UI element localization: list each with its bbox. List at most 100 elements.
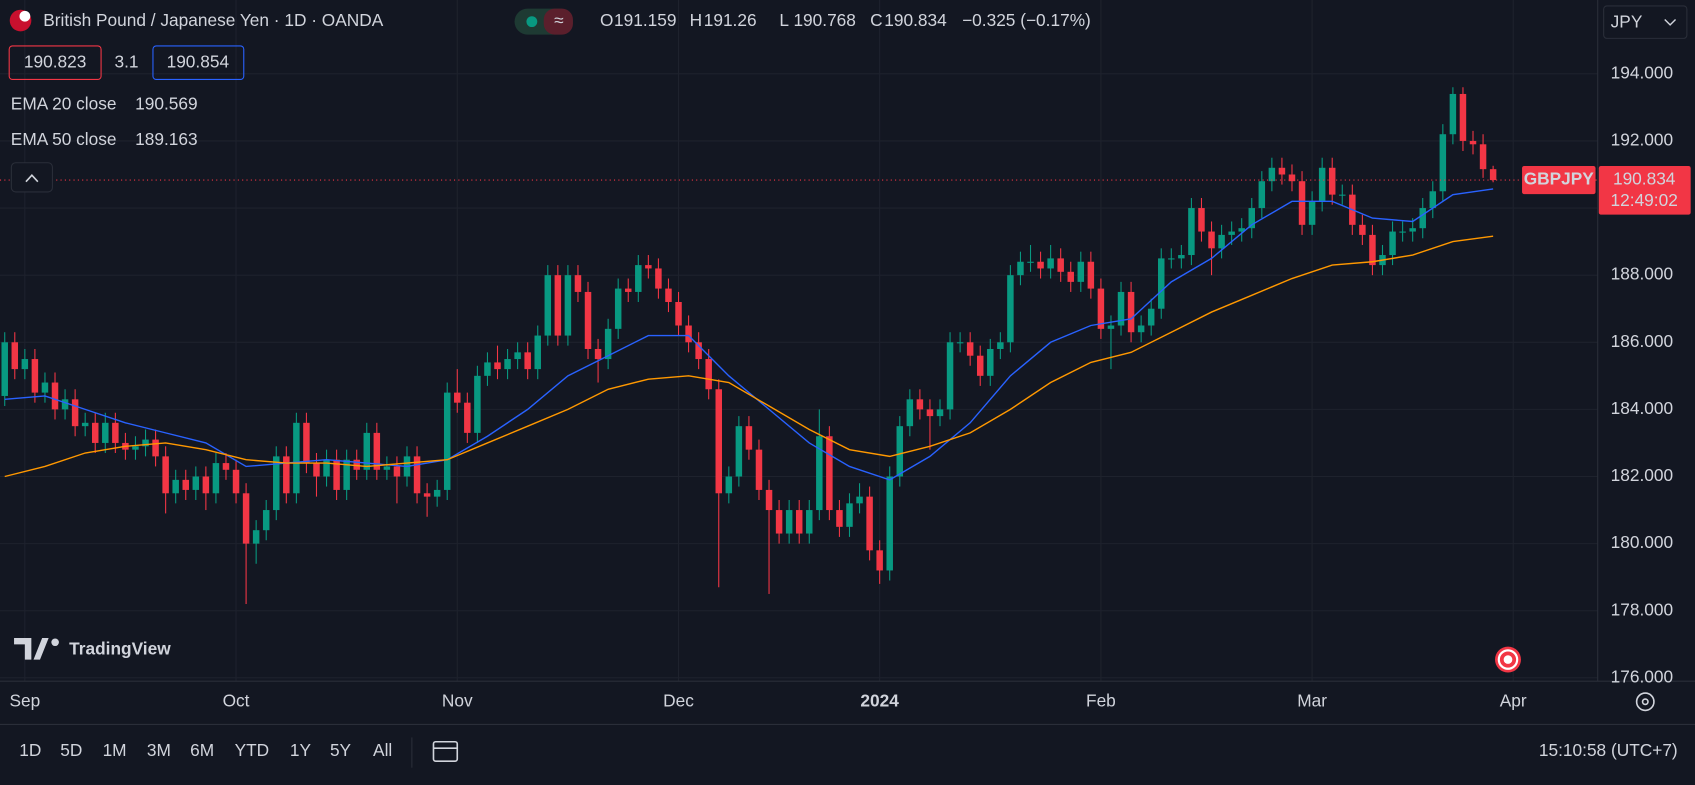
candle-body [1127,291,1135,333]
candle-body [1469,140,1477,145]
candle-body [926,409,934,417]
candle-body [61,399,69,410]
candle-body [303,422,310,464]
timeframe-button[interactable]: 1M [103,740,127,760]
candle-body [916,399,924,410]
candle-body [102,422,109,443]
candle-body [353,459,360,470]
settings-icon[interactable] [1635,692,1655,712]
candle-body [454,392,461,403]
candle-body [484,362,491,376]
bid[interactable]: 190.823 [24,51,86,71]
collapse-icon[interactable] [25,173,39,183]
watermark-logo [51,638,59,647]
candle-body [816,436,823,511]
market-open-dot [526,16,538,28]
timeframe-button[interactable]: 1D [19,740,41,760]
candle-body [1137,325,1145,333]
candle-body [202,476,210,494]
candle-body [826,436,833,511]
candle-body [1449,93,1457,135]
record-button[interactable] [1497,649,1519,670]
currency-select[interactable] [1603,5,1688,39]
candle-body [866,496,873,551]
candle-body [614,288,622,329]
candle-body [1218,234,1225,249]
candle-body [1479,144,1487,170]
ohlc-label: C [870,10,882,30]
timeframe-button[interactable]: 5Y [330,740,352,760]
timeframe-button[interactable]: YTD [235,740,270,760]
candle-body [1258,181,1266,209]
candle-body [1147,308,1155,326]
timeframe-button[interactable]: 1Y [290,740,312,760]
candle-body [554,275,562,336]
candle-body [936,409,944,417]
x-tick-label: Oct [223,690,250,710]
ask-box[interactable] [152,45,245,81]
timeframe-button[interactable]: 5D [60,740,82,760]
x-tick-label: Sep [9,690,40,710]
candle-body [705,359,712,390]
candle-body [1158,258,1165,309]
candle-body [363,432,371,470]
candle-body [997,342,1004,349]
candle-body [1107,325,1115,329]
candle-body [725,476,733,494]
candle-body [715,389,722,494]
y-tick-label: 180.000 [1611,532,1673,552]
candle-body [695,342,702,360]
indicator-value: 189.163 [135,129,197,149]
y-tick-label: 194.000 [1611,62,1673,82]
bid-box[interactable] [8,45,102,81]
candle-body [504,359,511,370]
candle-body [1208,231,1215,249]
candle-body [976,355,984,376]
dropdown-icon[interactable] [1664,18,1677,26]
last-price-tag [1598,166,1691,215]
candle-body [162,456,169,494]
candle-body [262,510,270,531]
candle-body [172,479,179,494]
candle-body [474,375,481,433]
candle-body [232,469,240,494]
indicator-legend: EMA 20 close 190.569 EMA 50 close 189.163 [11,93,198,149]
candle-body [806,510,813,534]
candle-body [534,335,541,370]
collapse-button[interactable] [10,162,53,193]
candle-body [283,456,290,494]
candle-body [1268,167,1276,182]
candle-body [1489,169,1497,181]
candle-body [212,463,220,494]
candle-body [51,382,59,410]
y-tick-label: 192.000 [1611,129,1673,149]
currency[interactable]: JPY [1611,11,1643,31]
candle-body [1278,167,1286,175]
candle-body [956,342,964,344]
candle-body [1117,291,1125,326]
settings-icon[interactable] [1641,698,1649,706]
y-tick-label: 184.000 [1611,398,1673,418]
candle-body [1399,231,1406,233]
candle-body [182,479,189,490]
y-tick-label: 186.000 [1611,331,1673,351]
ask[interactable]: 190.854 [167,51,230,71]
ohlc-label: L [779,10,789,30]
timeframe-button[interactable]: 6M [190,740,214,760]
date-range-icon[interactable] [432,740,459,763]
candle-body [755,449,763,490]
timeframe-button[interactable]: All [373,740,392,760]
candle-body [323,459,330,477]
candle-body [745,426,753,450]
x-tick-label: Dec [663,690,694,710]
timeframe-button[interactable]: 3M [147,740,171,760]
grid [0,0,1598,682]
candle-body [1359,224,1366,235]
candle-body [71,399,79,427]
record-button[interactable] [1503,655,1513,664]
candle-body [896,426,904,477]
candle-body [946,342,954,410]
candle-body [1067,271,1074,282]
spread: 3.1 [114,51,138,71]
candle-body [966,342,974,356]
